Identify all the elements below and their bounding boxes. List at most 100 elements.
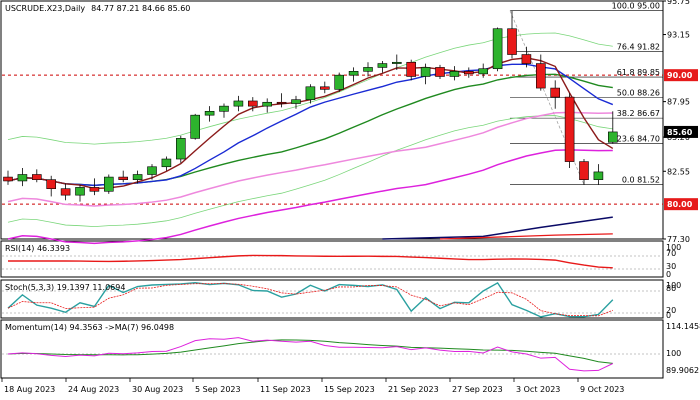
rsi-axis-0: 0 — [666, 270, 671, 279]
candle — [478, 68, 489, 75]
rsi-label: RSI(14) 46.3393 — [5, 244, 70, 253]
date-tick-label: 9 Oct 2023 — [580, 385, 624, 394]
date-tick-label: 24 Aug 2023 — [68, 385, 119, 394]
candle — [118, 176, 128, 180]
fib-level-label: 23.6 84.70 — [617, 135, 660, 144]
candle — [291, 99, 301, 104]
fib-level-label: 50.0 88.26 — [617, 89, 660, 98]
candle — [276, 101, 287, 104]
rsi-line — [8, 254, 613, 269]
resistance-badge-bg — [664, 69, 698, 82]
price-panel[interactable] — [0, 0, 664, 240]
price-tick-label: 95.75 — [667, 0, 690, 6]
momentum-panel[interactable] — [0, 319, 664, 379]
stoch-axis-100: 100 — [666, 281, 681, 290]
ma-red-longterm-line — [439, 233, 613, 240]
current-price-badge: 85.60 — [667, 128, 693, 137]
fib-level-label: 0.0 81.52 — [622, 176, 660, 185]
candle — [535, 63, 546, 89]
candle — [176, 138, 186, 160]
candle — [579, 161, 589, 180]
candle — [89, 187, 100, 192]
candle — [363, 67, 373, 72]
price-tick-label: 82.55 — [667, 167, 690, 176]
candle — [550, 87, 561, 98]
date-tick-label: 30 Aug 2023 — [132, 385, 183, 394]
candle — [262, 101, 273, 107]
candle — [492, 28, 503, 70]
candle — [334, 74, 345, 90]
fib-level-label: 38.2 86.67 — [617, 109, 660, 118]
candle — [233, 100, 244, 107]
candle — [420, 67, 431, 77]
candle — [161, 158, 172, 168]
fib-level-label: 100.0 95.00 — [612, 2, 660, 11]
candle — [507, 28, 517, 55]
stoch-d-line — [7, 283, 613, 317]
ma-pink-line — [7, 111, 613, 207]
candle — [435, 67, 445, 77]
candle — [104, 176, 114, 192]
candle — [147, 166, 157, 175]
stoch-axis-20: 20 — [666, 306, 676, 315]
price-axis: 95.7593.1587.9585.2082.5577.3090.0080.00… — [663, 0, 698, 244]
candle — [593, 171, 604, 180]
rsi-axis-30: 30 — [666, 262, 676, 271]
date-tick-label: 11 Sep 2023 — [260, 385, 311, 394]
candle — [60, 188, 71, 196]
fib-level-label: 61.8 89.85 — [617, 68, 660, 77]
date-axis: 18 Aug 2023 24 Aug 2023 30 Aug 2023 5 Sep 2… — [1, 378, 624, 394]
candle — [377, 63, 388, 68]
candle — [3, 176, 13, 182]
symbol-label: USCRUDE.X23,Daily 84.77 87.21 84.66 85.60 — [5, 4, 190, 13]
momentum-label: Momentum(14) 94.3563 ->MA(7) 96.0498 — [5, 323, 174, 332]
candle — [521, 54, 532, 64]
price-layer: 100.0 95.00 76.4 91.82 61.8 89.85 50.0 88.2… — [2, 2, 663, 245]
candle — [248, 100, 258, 107]
price-tick-label: 87.95 — [667, 98, 690, 107]
price-tick-label: 93.15 — [667, 31, 690, 40]
momentum-axis-bottom: 89.9062 — [666, 366, 699, 375]
stoch-axis-0: 0 — [666, 311, 671, 320]
rsi-axis-100: 100 — [666, 243, 681, 252]
bollinger-lower-band — [7, 115, 613, 228]
ma-navy-line — [382, 216, 613, 240]
date-tick-label: 5 Sep 2023 — [195, 385, 241, 394]
stoch-k-line — [7, 281, 614, 318]
rsi-axis-70: 70 — [666, 249, 676, 258]
ma-magenta-line — [7, 149, 613, 245]
candle — [607, 131, 618, 143]
candle — [449, 71, 460, 77]
candle — [348, 71, 359, 76]
momentum-axis-top: 114.1458 — [666, 322, 700, 331]
candle — [75, 187, 85, 196]
current-price-badge-bg — [664, 125, 698, 138]
date-tick-label: 27 Sep 2023 — [452, 385, 503, 394]
candle — [46, 179, 57, 189]
fib-level-label: 76.4 91.82 — [617, 43, 660, 52]
candle — [564, 96, 575, 162]
momentum-axis-mid: 100 — [666, 349, 681, 358]
date-tick-label: 21 Sep 2023 — [388, 385, 439, 394]
resistance-badge: 90.00 — [667, 71, 693, 80]
stoch-label: Stoch(5,3,3) 19.1397 11.0694 — [5, 283, 125, 292]
candle — [391, 61, 402, 64]
candle — [17, 174, 28, 182]
price-tick-label: 77.30 — [667, 235, 690, 244]
candle — [204, 110, 215, 116]
candle — [305, 86, 316, 100]
candle — [406, 61, 417, 77]
candle — [132, 174, 143, 180]
candle — [190, 114, 200, 139]
rsi-panel[interactable] — [0, 240, 664, 278]
momentum-line — [7, 337, 614, 372]
support-badge: 80.00 — [667, 200, 693, 209]
indicator-layer — [2, 254, 663, 372]
date-tick-label: 18 Aug 2023 — [4, 385, 55, 394]
candle — [463, 71, 474, 75]
date-tick-label: 15 Sep 2023 — [324, 385, 375, 394]
stoch-axis-80: 80 — [666, 284, 676, 293]
candle — [319, 86, 330, 90]
support-badge-bg — [664, 198, 698, 211]
